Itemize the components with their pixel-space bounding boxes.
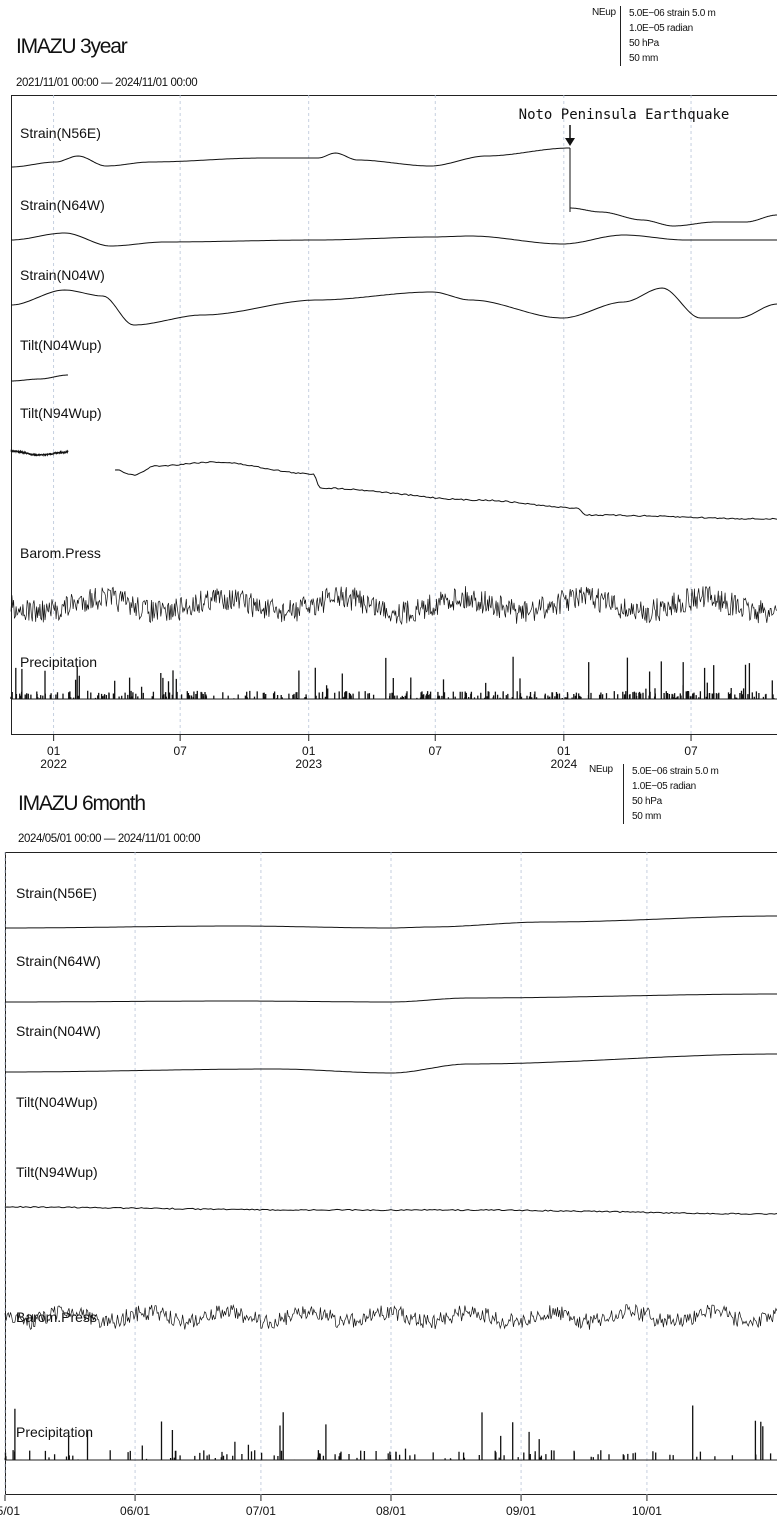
scale-tilt: 1.0E−05 radian [632, 781, 696, 792]
scale-tilt: 1.0E−05 radian [629, 23, 693, 34]
trace-line [11, 232, 777, 247]
trace-label: Strain(N64W) [20, 197, 105, 213]
date-range: 2021/11/01 00:00 — 2024/11/01 00:00 [16, 77, 198, 89]
x-tick-label: 07 [684, 744, 698, 758]
trace-label: Tilt(N04Wup) [20, 337, 102, 353]
x-tick-label: 01 [47, 744, 61, 758]
plot-area [11, 95, 777, 735]
trace-label: Strain(N56E) [16, 885, 97, 901]
panel-3year: IMAZU 3year 2021/11/01 00:00 — 2024/11/0… [10, 6, 777, 771]
x-tick-year-label: 2024 [550, 757, 577, 771]
scale-precipitation: 50 mm [629, 53, 659, 64]
annotation-arrowhead-icon [565, 138, 575, 146]
trace-line [570, 207, 777, 227]
trace-barom-press [10, 585, 777, 626]
x-tick-label: 07/01 [246, 1504, 276, 1518]
trace-line [4, 1205, 777, 1215]
scale-strain: 5.0E−06 strain 5.0 m [629, 8, 716, 19]
trace-label: Tilt(N04Wup) [16, 1094, 98, 1110]
legend-axis-label: NEup [589, 764, 613, 775]
trace-label: Tilt(N94Wup) [16, 1164, 98, 1180]
trace-line [5, 915, 777, 929]
trace-line [11, 374, 68, 382]
x-tick-label: 06/01 [120, 1504, 150, 1518]
panel-title: IMAZU 6month [18, 792, 146, 815]
trace-label: Precipitation [16, 1424, 93, 1440]
trace-line [10, 287, 777, 326]
x-tick-label: 01 [302, 744, 316, 758]
panel-title: IMAZU 3year [16, 35, 128, 58]
scale-pressure: 50 hPa [632, 796, 662, 807]
trace-line [5, 1053, 777, 1074]
x-tick-label: 09/01 [506, 1504, 536, 1518]
trace-label: Tilt(N94Wup) [20, 405, 102, 421]
trace-line [10, 448, 69, 457]
x-tick-label: 07 [429, 744, 443, 758]
x-tick-label: 07 [173, 744, 187, 758]
x-tick-label: 10/01 [632, 1504, 662, 1518]
x-tick-label: 05/01 [0, 1504, 20, 1518]
x-tick-label: 08/01 [376, 1504, 406, 1518]
trace-label: Precipitation [20, 654, 97, 670]
trace-label: Barom.Press [20, 545, 101, 561]
trace-line [114, 461, 777, 520]
scale-legend: 5.0E−06 strain 5.0 m 1.0E−05 radian 50 h… [620, 6, 716, 66]
scale-strain: 5.0E−06 strain 5.0 m [632, 766, 719, 777]
scale-precipitation: 50 mm [632, 811, 662, 822]
trace-label: Strain(N56E) [20, 125, 101, 141]
chart-6month: 05/01 06/01 07/01 08/01 09/01 10/01 Strain(N56… [0, 852, 777, 1518]
trace-barom-press [4, 1303, 777, 1330]
trace-line [5, 993, 777, 1003]
trace-label: Strain(N64W) [16, 953, 101, 969]
x-tick-label: 01 [557, 744, 571, 758]
panel-6month: IMAZU 6month 2024/05/01 00:00 — 2024/11/… [0, 762, 777, 1524]
scale-pressure: 50 hPa [629, 38, 659, 49]
trace-label: Strain(N04W) [16, 1023, 101, 1039]
trace-line [11, 147, 570, 168]
legend-axis-label: NEup [592, 7, 616, 18]
x-tick-year-label: 2023 [295, 757, 322, 771]
annotation-noto-earthquake: Noto Peninsula Earthquake [519, 107, 730, 123]
trace-precipitation [10, 656, 775, 699]
x-tick-year-label: 2022 [40, 757, 67, 771]
scale-legend: 5.0E−06 strain 5.0 m 1.0E−05 radian 50 h… [623, 764, 719, 824]
trace-precipitation [4, 1405, 772, 1460]
trace-label: Strain(N04W) [20, 267, 105, 283]
date-range: 2024/05/01 00:00 — 2024/11/01 00:00 [18, 833, 201, 845]
